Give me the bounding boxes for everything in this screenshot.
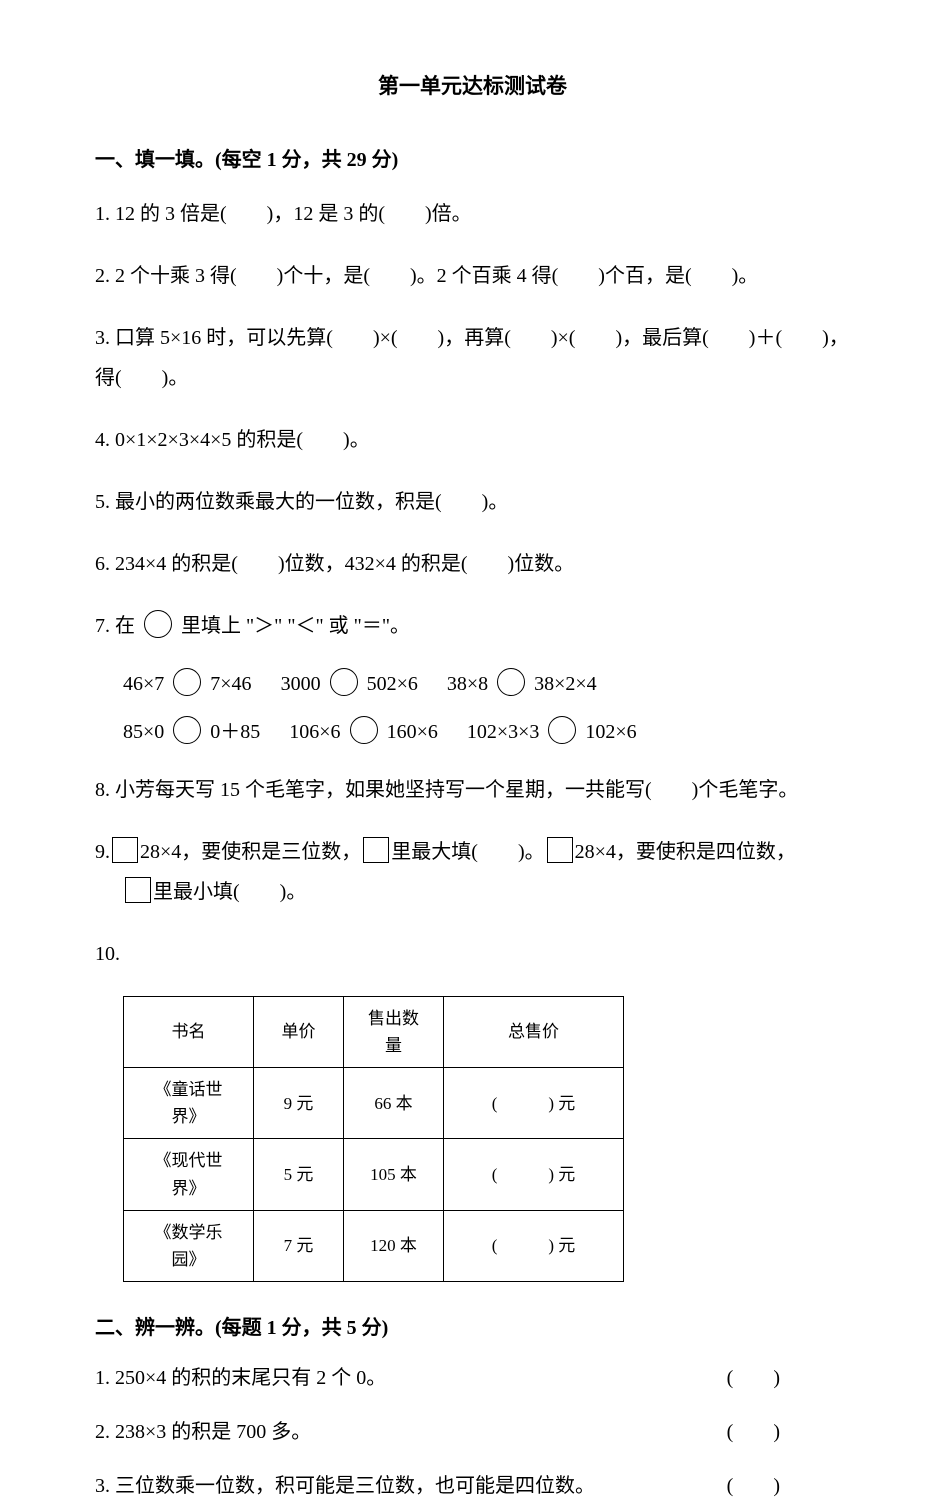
q7-r1-a1: 46×7 [123,673,164,695]
table-row: 《数学乐园》 7 元 120 本 ( ) 元 [124,1210,624,1281]
th-price: 单价 [254,996,344,1067]
q7-row2: 85×0 0＋85 106×6 160×6 102×3×3 102×6 [95,716,850,748]
square-icon [125,877,151,903]
q7-r2-b1: 106×6 [289,721,340,743]
q7-intro-b: 里填上 "＞" "＜" 或 "＝"。 [181,615,410,637]
s2-q2: 2. 238×3 的积是 700 多。 ( ) [95,1416,850,1448]
q9-line2: 里最小填( )。 [95,872,306,912]
q7-intro-a: 7. 在 [95,615,135,637]
s2-q3-text: 3. 三位数乘一位数，积可能是三位数，也可能是四位数。 [95,1475,595,1497]
q9-c: 里最大填( )。 [391,841,544,863]
q7-r2-item3: 102×3×3 102×6 [467,716,637,748]
q4: 4. 0×1×2×3×4×5 的积是( )。 [95,420,850,460]
q10-table: 书名 单价 售出数量 总售价 《童话世界》 9 元 66 本 ( ) 元 《现代… [123,996,624,1283]
cell-book: 《童话世界》 [124,1067,254,1138]
q7-r1-b1: 3000 [281,673,321,695]
q3-part-a: 3. 口算 5×16 时，可以先算( )×( )，再算( )×( )，最后算( … [95,327,849,349]
s2-q1-text: 1. 250×4 的积的末尾只有 2 个 0。 [95,1367,386,1389]
cell-qty: 120 本 [344,1210,444,1281]
q7-r1-item1: 46×7 7×46 [123,668,252,700]
table-header-row: 书名 单价 售出数量 总售价 [124,996,624,1067]
cell-book: 《数学乐园》 [124,1210,254,1281]
q10-label: 10. [95,934,850,974]
q9-b: 28×4，要使积是三位数， [140,841,361,863]
q3: 3. 口算 5×16 时，可以先算( )×( )，再算( )×( )，最后算( … [95,318,850,398]
q7-r2-c1: 102×3×3 [467,721,540,743]
q1: 1. 12 的 3 倍是( )，12 是 3 的( )倍。 [95,194,850,234]
square-icon [363,837,389,863]
q7-r1-b2: 502×6 [367,673,418,695]
q7-r2-a1: 85×0 [123,721,164,743]
q8: 8. 小芳每天写 15 个毛笔字，如果她坚持写一个星期，一共能写( )个毛笔字。 [95,770,850,810]
q7-r1-item2: 3000 502×6 [281,668,418,700]
page-title: 第一单元达标测试卷 [95,70,850,104]
cell-book: 《现代世界》 [124,1139,254,1210]
circle-icon [173,716,201,744]
cell-total: ( ) 元 [444,1210,624,1281]
q9-e: 里最小填( )。 [153,881,306,903]
cell-price: 9 元 [254,1067,344,1138]
section1-heading: 一、填一填。(每空 1 分，共 29 分) [95,144,850,176]
q7-r1-c2: 38×2×4 [534,673,597,695]
q7-r1-a2: 7×46 [210,673,251,695]
q7-r2-a2: 0＋85 [210,721,260,743]
judge-paren: ( ) [727,1416,780,1448]
table-row: 《现代世界》 5 元 105 本 ( ) 元 [124,1139,624,1210]
q7-r1-c1: 38×8 [447,673,488,695]
circle-icon [330,668,358,696]
square-icon [112,837,138,863]
th-qty: 售出数量 [344,996,444,1067]
s2-q1: 1. 250×4 的积的末尾只有 2 个 0。 ( ) [95,1362,850,1394]
cell-total: ( ) 元 [444,1067,624,1138]
q7-r1-item3: 38×8 38×2×4 [447,668,597,700]
judge-paren: ( ) [727,1470,780,1502]
table-row: 《童话世界》 9 元 66 本 ( ) 元 [124,1067,624,1138]
section2-heading: 二、辨一辨。(每题 1 分，共 5 分) [95,1312,850,1344]
q7-r2-item2: 106×6 160×6 [289,716,438,748]
circle-icon [548,716,576,744]
th-total: 总售价 [444,996,624,1067]
square-icon [547,837,573,863]
q9-d: 28×4，要使积是四位数， [575,841,796,863]
q7-r2-item1: 85×0 0＋85 [123,716,260,748]
cell-qty: 105 本 [344,1139,444,1210]
circle-icon [497,668,525,696]
q6: 6. 234×4 的积是( )位数，432×4 的积是( )位数。 [95,544,850,584]
q9: 9. 28×4，要使积是三位数， 里最大填( )。 28×4，要使积是四位数， 里最小… [95,832,850,912]
cell-qty: 66 本 [344,1067,444,1138]
cell-price: 7 元 [254,1210,344,1281]
q7-r2-b2: 160×6 [387,721,438,743]
circle-icon [173,668,201,696]
q7-r2-c2: 102×6 [585,721,636,743]
cell-total: ( ) 元 [444,1139,624,1210]
s2-q3: 3. 三位数乘一位数，积可能是三位数，也可能是四位数。 ( ) [95,1470,850,1502]
circle-icon [350,716,378,744]
judge-paren: ( ) [727,1362,780,1394]
q9-a: 9. [95,841,110,863]
circle-icon [144,610,172,638]
cell-price: 5 元 [254,1139,344,1210]
q3-part-b: 得( )。 [95,367,188,389]
q7: 7. 在 里填上 "＞" "＜" 或 "＝"。 [95,606,850,646]
q5: 5. 最小的两位数乘最大的一位数，积是( )。 [95,482,850,522]
q2: 2. 2 个十乘 3 得( )个十，是( )。2 个百乘 4 得( )个百，是(… [95,256,850,296]
s2-q2-text: 2. 238×3 的积是 700 多。 [95,1421,311,1443]
th-book: 书名 [124,996,254,1067]
q7-row1: 46×7 7×46 3000 502×6 38×8 38×2×4 [95,668,850,700]
